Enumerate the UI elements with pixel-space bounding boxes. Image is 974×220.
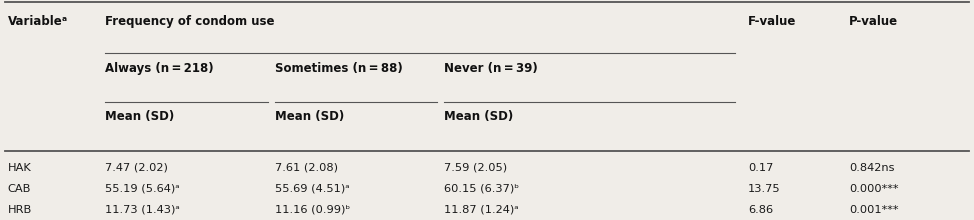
Text: 7.59 (2.05): 7.59 (2.05) xyxy=(444,163,507,173)
Text: 11.87 (1.24)ᵃ: 11.87 (1.24)ᵃ xyxy=(444,205,519,214)
Text: 6.86: 6.86 xyxy=(748,205,773,214)
Text: 55.19 (5.64)ᵃ: 55.19 (5.64)ᵃ xyxy=(105,184,180,194)
Text: 0.000***: 0.000*** xyxy=(849,184,899,194)
Text: Frequency of condom use: Frequency of condom use xyxy=(105,15,275,28)
Text: 7.47 (2.02): 7.47 (2.02) xyxy=(105,163,169,173)
Text: Always (n = 218): Always (n = 218) xyxy=(105,62,214,75)
Text: 60.15 (6.37)ᵇ: 60.15 (6.37)ᵇ xyxy=(444,184,519,194)
Text: Variableᵃ: Variableᵃ xyxy=(8,15,68,28)
Text: HAK: HAK xyxy=(8,163,31,173)
Text: HRB: HRB xyxy=(8,205,32,214)
Text: Mean (SD): Mean (SD) xyxy=(275,110,344,123)
Text: 0.001***: 0.001*** xyxy=(849,205,899,214)
Text: Mean (SD): Mean (SD) xyxy=(444,110,513,123)
Text: Sometimes (n = 88): Sometimes (n = 88) xyxy=(275,62,402,75)
Text: 7.61 (2.08): 7.61 (2.08) xyxy=(275,163,338,173)
Text: F-value: F-value xyxy=(748,15,797,28)
Text: 55.69 (4.51)ᵃ: 55.69 (4.51)ᵃ xyxy=(275,184,350,194)
Text: Never (n = 39): Never (n = 39) xyxy=(444,62,538,75)
Text: 13.75: 13.75 xyxy=(748,184,780,194)
Text: 0.842ns: 0.842ns xyxy=(849,163,895,173)
Text: P-value: P-value xyxy=(849,15,898,28)
Text: 0.17: 0.17 xyxy=(748,163,773,173)
Text: 11.16 (0.99)ᵇ: 11.16 (0.99)ᵇ xyxy=(275,205,350,214)
Text: CAB: CAB xyxy=(8,184,31,194)
Text: Mean (SD): Mean (SD) xyxy=(105,110,174,123)
Text: 11.73 (1.43)ᵃ: 11.73 (1.43)ᵃ xyxy=(105,205,180,214)
